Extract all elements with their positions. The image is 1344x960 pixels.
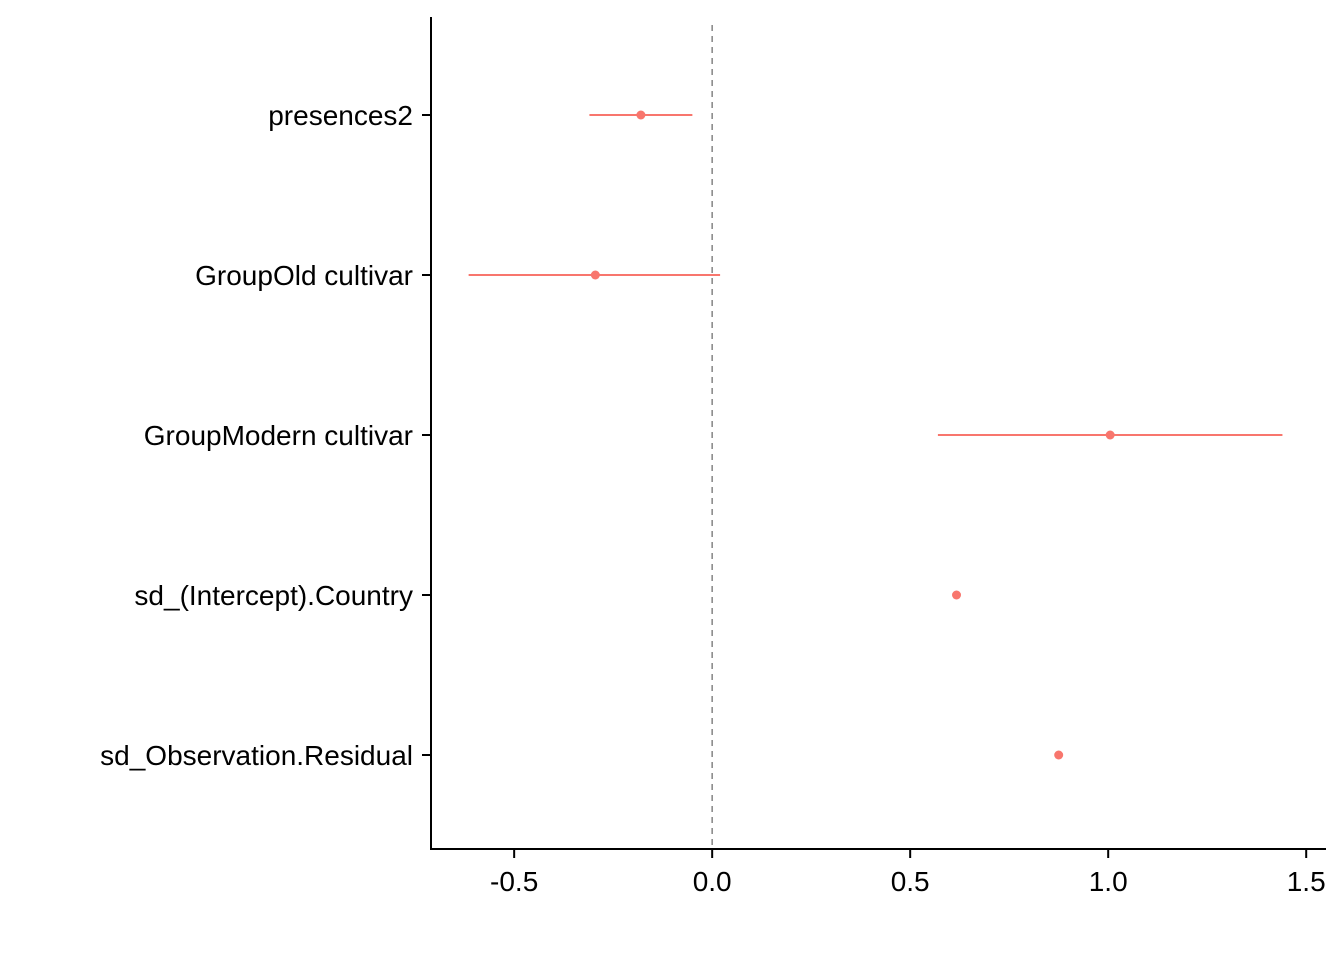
y-axis-ticks: presences2 GroupOld cultivar GroupModern c…: [100, 100, 431, 771]
x-tick-label-3: 1.0: [1089, 866, 1128, 897]
points-layer: [590, 110, 1115, 760]
x-tick-label-0: -0.5: [490, 866, 538, 897]
estimate-point-0: [636, 110, 646, 120]
estimate-point-1: [590, 270, 600, 280]
y-tick-label-0: presences2: [268, 100, 413, 131]
x-tick-label-2: 0.5: [891, 866, 930, 897]
intervals-layer: [468, 114, 1283, 436]
y-tick-label-3: sd_(Intercept).Country: [134, 580, 413, 611]
y-tick-label-2: GroupModern cultivar: [144, 420, 413, 451]
y-tick-label-1: GroupOld cultivar: [195, 260, 413, 291]
x-axis-ticks: -0.5 0.0 0.5 1.0 1.5: [490, 849, 1326, 897]
estimate-point-3: [952, 590, 962, 600]
x-tick-label-4: 1.5: [1287, 866, 1326, 897]
estimate-point-2: [1105, 430, 1115, 440]
x-tick-label-1: 0.0: [693, 866, 732, 897]
y-tick-label-4: sd_Observation.Residual: [100, 740, 413, 771]
estimate-point-4: [1054, 750, 1064, 760]
